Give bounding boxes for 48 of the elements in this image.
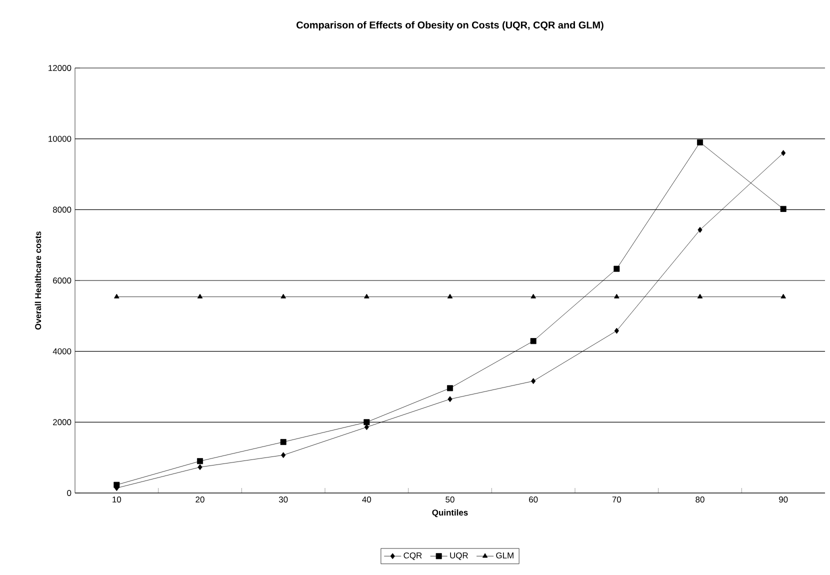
y-tick-label: 10000 <box>48 136 72 142</box>
point <box>364 424 369 430</box>
point <box>197 458 203 464</box>
legend-label: GLM <box>496 552 514 558</box>
y-axis-title: Overall Healthcare costs <box>34 231 42 330</box>
point <box>364 294 370 298</box>
x-axis-title: Quintiles <box>432 509 468 518</box>
point <box>114 294 120 298</box>
point <box>448 396 452 402</box>
y-tick-label: 6000 <box>53 278 72 284</box>
point <box>531 378 536 384</box>
point <box>280 294 286 298</box>
point <box>530 338 536 344</box>
point <box>614 294 620 298</box>
y-tick-label: 12000 <box>48 65 72 71</box>
point <box>697 294 703 298</box>
x-tick-label: 20 <box>196 496 204 503</box>
point <box>198 464 202 470</box>
y-tick-label: 8000 <box>53 206 72 213</box>
point <box>364 419 370 426</box>
legend-label: CQR <box>404 552 422 560</box>
point <box>530 294 536 298</box>
point <box>780 294 786 298</box>
x-tick-label: 60 <box>529 496 538 503</box>
x-tick-label: 70 <box>612 496 622 503</box>
point <box>447 385 453 392</box>
y-tick-label: 2000 <box>53 419 72 426</box>
x-tick-label: 80 <box>696 496 704 503</box>
point <box>614 266 620 272</box>
y-tick-label: 0 <box>67 490 72 496</box>
point <box>280 439 286 445</box>
x-tick-label: 30 <box>278 496 288 503</box>
point <box>197 294 203 298</box>
point <box>697 139 703 146</box>
x-tick-label: 90 <box>779 496 788 503</box>
point <box>114 482 120 488</box>
legend-label: UQR <box>450 552 468 560</box>
point <box>281 452 286 458</box>
x-tick-label: 50 <box>446 496 454 503</box>
x-tick-label: 40 <box>362 496 372 503</box>
point <box>447 294 453 298</box>
point <box>781 150 786 156</box>
point <box>780 206 786 212</box>
y-tick-label: 4000 <box>52 348 72 354</box>
point <box>614 328 619 334</box>
chart-title: Comparison of Effects of Obesity on Costs (UQR, CQR and GLM) <box>296 21 604 30</box>
point <box>698 226 702 233</box>
x-tick-label: 10 <box>112 496 122 503</box>
